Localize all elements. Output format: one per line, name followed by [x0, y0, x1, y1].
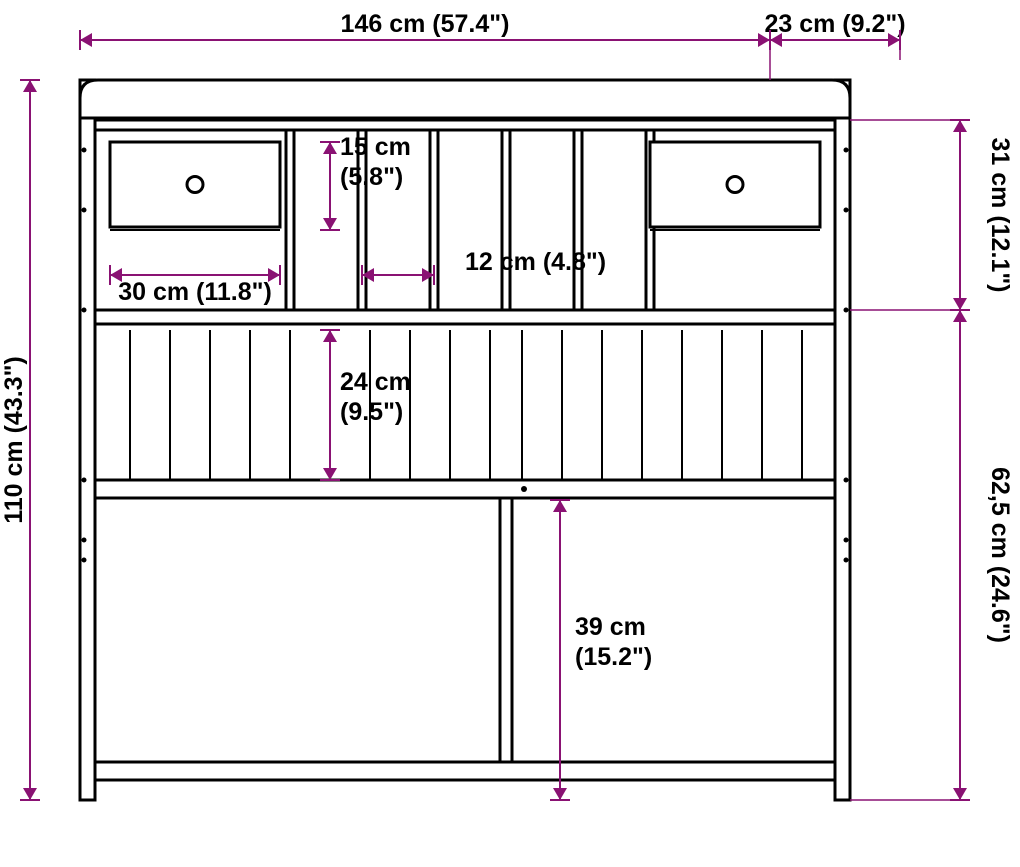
- dimension-label-h_62: 62,5 cm (24.6"): [986, 467, 1014, 643]
- dimension-label-w_23: 23 cm (9.2"): [764, 10, 905, 38]
- drawer-knob-icon: [187, 177, 203, 193]
- drawer-knob-icon: [727, 177, 743, 193]
- dimension-label-h_39: 39 cm: [575, 613, 646, 641]
- dimension-label-h_110: 110 cm (43.3"): [0, 356, 28, 524]
- dimension-label-h_39-b: (15.2"): [575, 643, 652, 671]
- dimension-label-h_24: 24 cm: [340, 368, 411, 396]
- dimension-label-h_24-b: (9.5"): [340, 398, 403, 426]
- dimension-label-w_146: 146 cm (57.4"): [341, 10, 510, 38]
- dimension-label-h_15: 15 cm: [340, 133, 411, 161]
- dimension-label-w_12: 12 cm (4.8"): [465, 248, 606, 276]
- dimension-label-w_30: 30 cm (11.8"): [118, 278, 272, 306]
- dimension-label-h_31: 31 cm (12.1"): [986, 138, 1014, 293]
- furniture-diagram: [80, 80, 850, 800]
- dimension-label-h_15-b: (5.8"): [340, 163, 403, 191]
